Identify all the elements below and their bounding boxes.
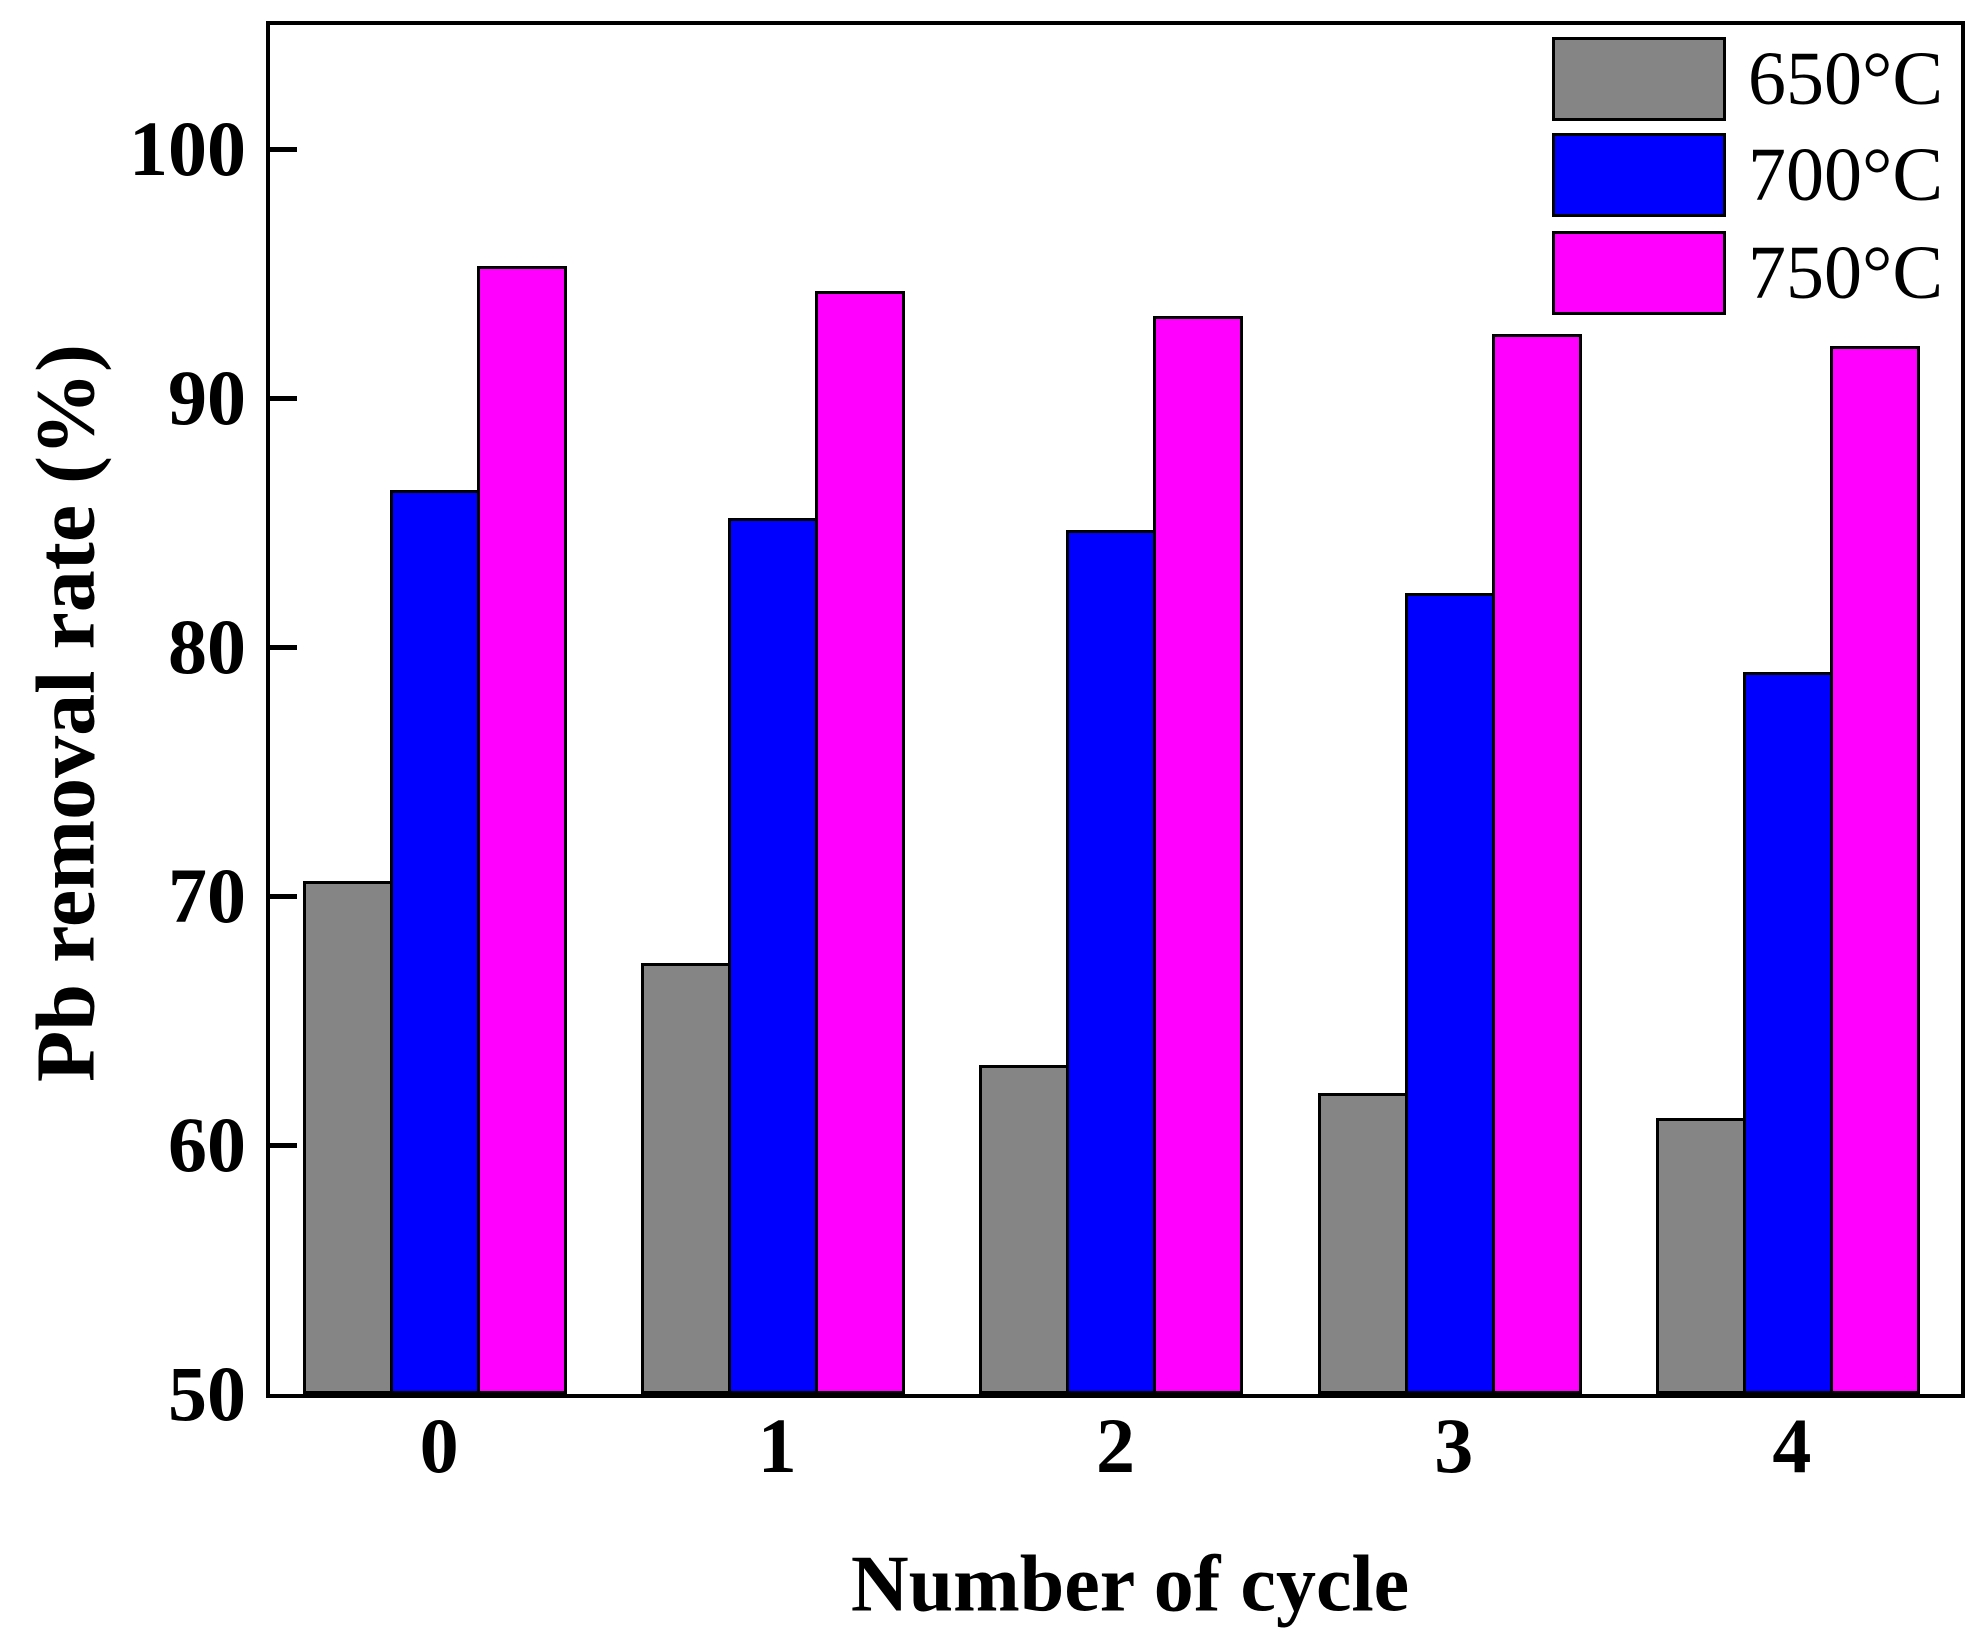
y-axis-tick-label: 80 — [168, 603, 246, 691]
legend-swatch-650c — [1552, 37, 1726, 121]
bar-750c-cycle-1 — [815, 291, 906, 1394]
bar-700c-cycle-0 — [390, 490, 480, 1394]
legend-swatch-750c — [1552, 231, 1726, 315]
y-axis-tick — [270, 395, 297, 401]
bar-700c-cycle-3 — [1404, 592, 1495, 1394]
x-axis-tick-label: 4 — [1772, 1402, 1812, 1489]
x-axis-tick-label: 2 — [1096, 1402, 1135, 1489]
bar-700c-cycle-4 — [1742, 672, 1833, 1394]
legend-label: 750°C — [1748, 231, 1944, 315]
y-axis-tick — [270, 1142, 297, 1148]
bar-650c-cycle-2 — [979, 1065, 1070, 1394]
y-axis-tick-label: 50 — [168, 1350, 246, 1437]
legend-label: 700°C — [1748, 133, 1944, 217]
bar-650c-cycle-1 — [641, 963, 732, 1394]
bar-750c-cycle-4 — [1829, 346, 1920, 1394]
x-axis-tick-label: 0 — [419, 1402, 459, 1489]
bar-650c-cycle-4 — [1655, 1117, 1746, 1394]
bar-650c-cycle-3 — [1317, 1092, 1408, 1394]
x-axis-tick-label: 3 — [1434, 1402, 1474, 1489]
y-axis-tick-label: 100 — [129, 105, 246, 193]
x-axis-tick-label: 1 — [757, 1402, 797, 1489]
y-axis-tick — [270, 146, 297, 152]
bar-700c-cycle-1 — [728, 517, 819, 1394]
y-axis-tick-label: 90 — [168, 354, 246, 442]
y-axis-tick — [270, 644, 297, 650]
legend-swatch-700c — [1552, 133, 1726, 217]
x-axis-title: Number of cycle — [850, 1540, 1410, 1629]
y-axis-title: Pb removal rate (%) — [19, 344, 113, 1082]
bar-750c-cycle-3 — [1491, 333, 1582, 1394]
y-axis-tick — [270, 893, 297, 899]
y-axis-tick-label: 60 — [168, 1101, 246, 1189]
bar-750c-cycle-0 — [477, 266, 567, 1394]
legend-label: 650°C — [1748, 37, 1944, 121]
bar-650c-cycle-0 — [303, 881, 393, 1394]
bar-700c-cycle-2 — [1066, 530, 1157, 1394]
y-axis-tick-label: 70 — [168, 852, 246, 940]
bar-750c-cycle-2 — [1153, 316, 1244, 1394]
